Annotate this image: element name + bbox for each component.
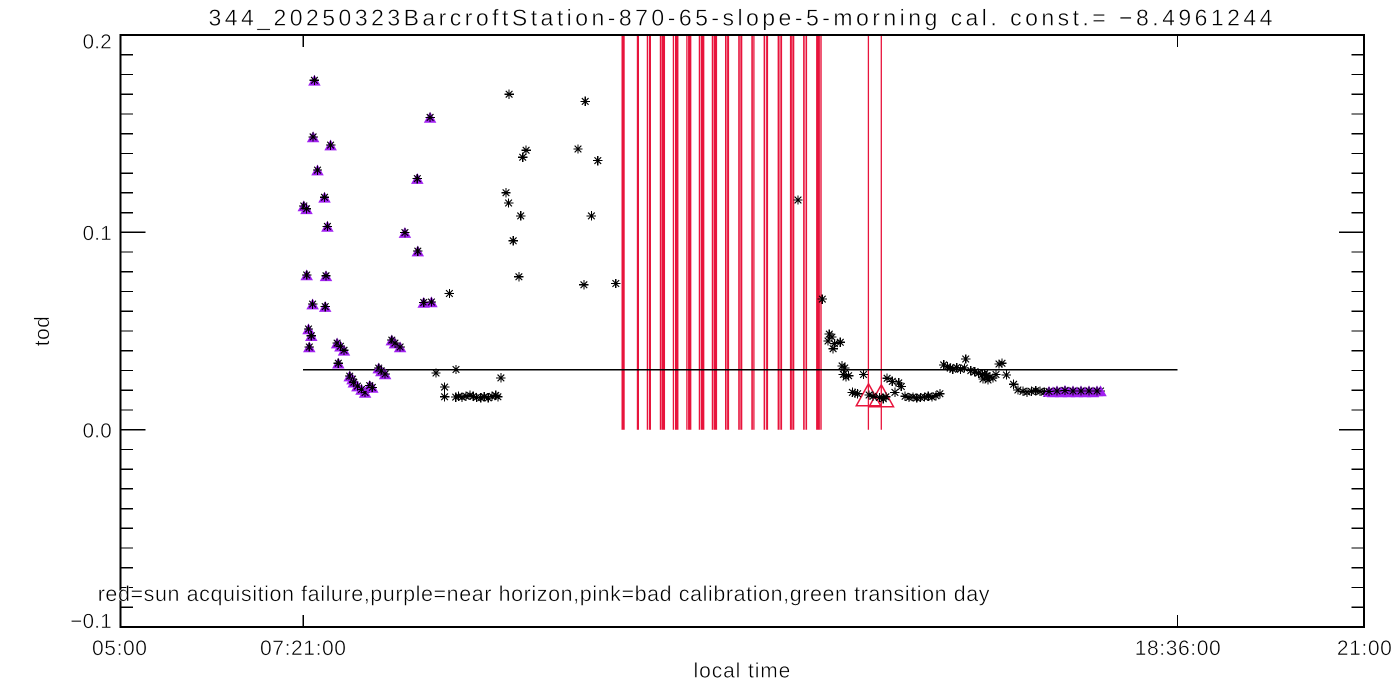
svg-text:0.0: 0.0 xyxy=(83,419,112,442)
svg-text:0.1: 0.1 xyxy=(83,222,112,245)
svg-text:18:36:00: 18:36:00 xyxy=(1135,637,1222,660)
svg-text:local time: local time xyxy=(694,660,792,683)
svg-text:red=sun acquisition failure,pu: red=sun acquisition failure,purple=near … xyxy=(98,582,990,606)
svg-text:05:00: 05:00 xyxy=(92,637,148,660)
svg-text:07:21:00: 07:21:00 xyxy=(260,637,347,660)
svg-text:tod: tod xyxy=(31,316,54,346)
svg-text:0.2: 0.2 xyxy=(83,31,112,54)
svg-text:21:00: 21:00 xyxy=(1337,637,1393,660)
svg-text:−0.1: −0.1 xyxy=(70,610,112,633)
svg-text:344_20250323BarcroftStation-87: 344_20250323BarcroftStation-870-65-slope… xyxy=(208,5,1275,31)
